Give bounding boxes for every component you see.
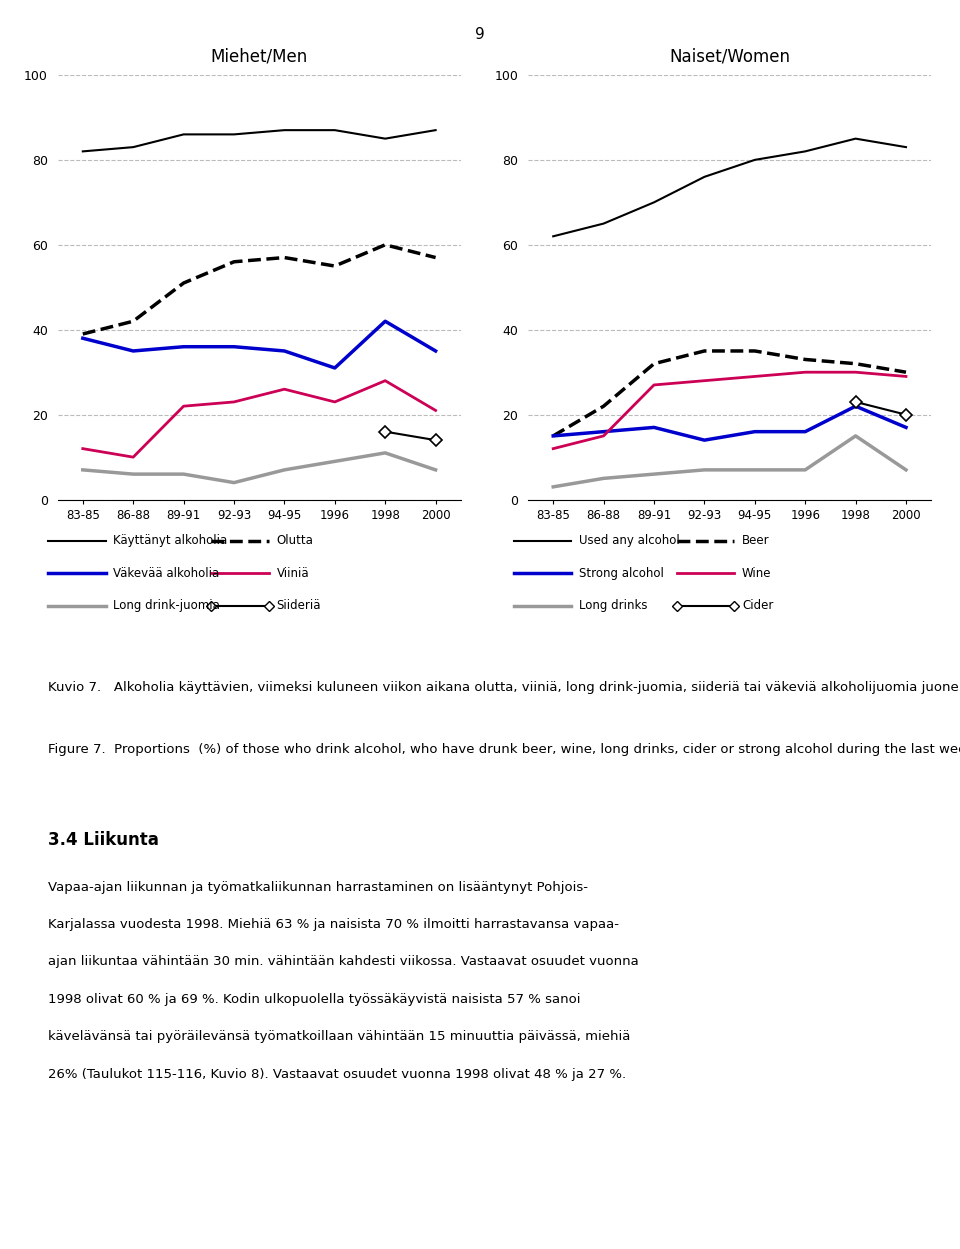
Text: Väkevää alkoholia: Väkevää alkoholia <box>113 567 220 580</box>
Text: ajan liikuntaa vähintään 30 min. vähintään kahdesti viikossa. Vastaavat osuudet : ajan liikuntaa vähintään 30 min. vähintä… <box>48 955 638 968</box>
Text: kävelävänsä tai pyöräilevänsä työmatkoillaan vähintään 15 minuuttia päivässä, mi: kävelävänsä tai pyöräilevänsä työmatkoil… <box>48 1030 631 1043</box>
Text: Long drink-juomia: Long drink-juomia <box>113 600 220 612</box>
Title: Miehet/Men: Miehet/Men <box>210 47 308 65</box>
Text: Strong alcohol: Strong alcohol <box>579 567 663 580</box>
Text: Vapaa-ajan liikunnan ja työmatkaliikunnan harrastaminen on lisääntynyt Pohjois-: Vapaa-ajan liikunnan ja työmatkaliikunna… <box>48 881 588 893</box>
Text: Cider: Cider <box>742 600 774 612</box>
Text: Olutta: Olutta <box>276 535 313 547</box>
Text: Long drinks: Long drinks <box>579 600 647 612</box>
Text: Beer: Beer <box>742 535 770 547</box>
Text: Figure 7.  Proportions  (%) of those who drink alcohol, who have drunk beer, win: Figure 7. Proportions (%) of those who d… <box>48 743 960 756</box>
Title: Naiset/Women: Naiset/Women <box>669 47 790 65</box>
Text: Viiniä: Viiniä <box>276 567 309 580</box>
Text: Karjalassa vuodesta 1998. Miehiä 63 % ja naisista 70 % ilmoitti harrastavansa va: Karjalassa vuodesta 1998. Miehiä 63 % ja… <box>48 918 619 931</box>
Text: 26% (Taulukot 115-116, Kuvio 8). Vastaavat osuudet vuonna 1998 olivat 48 % ja 27: 26% (Taulukot 115-116, Kuvio 8). Vastaav… <box>48 1068 626 1080</box>
Text: Kuvio 7.   Alkoholia käyttävien, viimeksi kuluneen viikon aikana olutta, viiniä,: Kuvio 7. Alkoholia käyttävien, viimeksi … <box>48 681 960 693</box>
Text: 9: 9 <box>475 27 485 42</box>
Text: 1998 olivat 60 % ja 69 %. Kodin ulkopuolella työssäkäyvistä naisista 57 % sanoi: 1998 olivat 60 % ja 69 %. Kodin ulkopuol… <box>48 993 581 1005</box>
Text: Siideriä: Siideriä <box>276 600 321 612</box>
Text: 3.4 Liikunta: 3.4 Liikunta <box>48 831 158 848</box>
Text: Käyttänyt alkoholia: Käyttänyt alkoholia <box>113 535 228 547</box>
Text: Used any alcohol: Used any alcohol <box>579 535 680 547</box>
Text: Wine: Wine <box>742 567 772 580</box>
